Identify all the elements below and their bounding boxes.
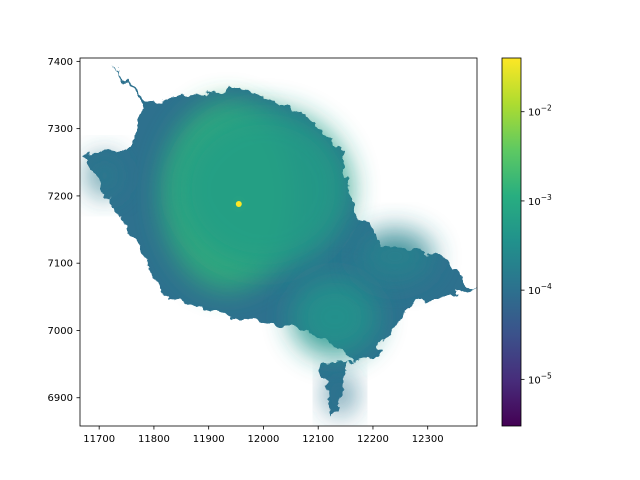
density-blob xyxy=(356,229,434,284)
x-tick-label: 11900 xyxy=(193,434,225,445)
density-blob xyxy=(88,155,122,196)
x-tick-label: 12200 xyxy=(357,434,389,445)
density-peak-core xyxy=(235,200,242,207)
colorbar-tick-label: 10−4 xyxy=(528,282,552,297)
y-tick-label: 7400 xyxy=(48,57,73,68)
y-tick-label: 7200 xyxy=(48,191,73,202)
colorbar-tick-label: 10−3 xyxy=(528,193,552,208)
density-blob xyxy=(290,276,379,358)
x-tick-label: 12000 xyxy=(248,434,280,445)
colorbar-tick-label: 10−5 xyxy=(528,371,552,386)
y-tick-label: 7000 xyxy=(48,326,73,337)
x-tick-label: 12100 xyxy=(302,434,334,445)
x-tick-label: 11800 xyxy=(138,434,170,445)
colorbar-tick-label: 10−2 xyxy=(528,104,552,119)
y-tick-label: 7100 xyxy=(48,259,73,270)
plot-area xyxy=(79,57,478,427)
x-tick-label: 12300 xyxy=(412,434,444,445)
y-tick-label: 7300 xyxy=(48,124,73,135)
density-blob xyxy=(175,108,352,270)
colorbar-gradient xyxy=(502,58,521,426)
x-tick-label: 11700 xyxy=(83,434,115,445)
axes-frame xyxy=(79,57,478,427)
colorbar: 10−5 10−4 10−3 10−2 xyxy=(501,57,552,427)
colorbar-frame xyxy=(501,57,522,427)
y-tick-label: 6900 xyxy=(48,393,73,404)
x-axis: 11700 11800 11900 12000 12100 12200 12300 xyxy=(83,426,444,445)
density-blob xyxy=(326,374,354,415)
y-axis: 6900 7000 7100 7200 7300 7400 xyxy=(48,57,80,404)
heatmap xyxy=(82,64,475,418)
colorbar-ticks: 10−5 10−4 10−3 10−2 xyxy=(521,104,552,386)
